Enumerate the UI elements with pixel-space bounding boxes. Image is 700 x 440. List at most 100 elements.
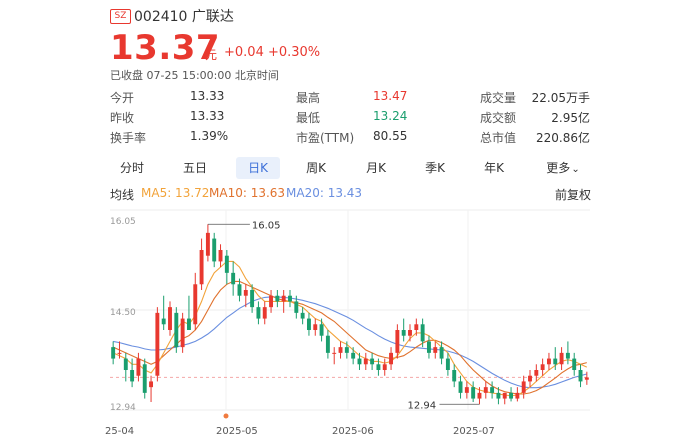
candle-body — [237, 284, 242, 296]
candle-body — [136, 358, 141, 376]
candle-body — [490, 387, 495, 393]
candle-body — [357, 358, 362, 365]
chart-grid — [110, 209, 590, 411]
tab-weekly-k[interactable]: 周K — [306, 161, 326, 175]
turnover-rate-label: 换手率 — [110, 131, 147, 145]
pe-value: 80.55 — [373, 129, 408, 143]
candle-body — [528, 375, 532, 382]
candle-body — [420, 324, 425, 342]
market-status: 已收盘 07-25 15:00:00 北京时间 — [110, 69, 279, 82]
candle-body — [269, 295, 274, 308]
ma5-value: MA5: 13.72 — [141, 186, 210, 200]
candle-body — [389, 352, 394, 365]
volume-label: 成交量 — [480, 91, 517, 105]
candle-body — [584, 377, 589, 380]
candle-body — [553, 358, 558, 365]
candle-body — [111, 347, 116, 359]
candle-body — [540, 364, 545, 370]
candle-body — [149, 381, 154, 388]
candle-body — [382, 364, 387, 370]
tab-quarterly-k[interactable]: 季K — [425, 161, 445, 175]
candle-body — [281, 295, 286, 302]
candle-body — [338, 347, 343, 353]
candle-body — [262, 307, 267, 319]
prev-close-label: 昨收 — [110, 111, 135, 125]
turnover-rate-value: 1.39% — [190, 129, 229, 143]
candle-body — [534, 370, 539, 376]
candle-body — [212, 238, 217, 262]
candle-body — [294, 301, 299, 313]
open-value: 13.33 — [190, 89, 225, 103]
ma5-line — [112, 260, 588, 397]
candle-body — [515, 392, 520, 399]
y-label-high: 16.05 — [110, 217, 136, 227]
ma-label: 均线 — [110, 188, 135, 202]
x-label-jun: 2025-06 — [332, 426, 374, 437]
candle-body — [408, 330, 412, 336]
candle-body — [224, 255, 229, 273]
tab-more-label: 更多 — [546, 161, 571, 175]
candle-body — [332, 352, 337, 354]
pe-label: 市盈(TTM) — [296, 131, 355, 145]
candle-body — [452, 370, 457, 382]
candle-body — [193, 284, 198, 325]
annotations: 16.05 12.94 — [207, 220, 480, 411]
min-annotation-label: 12.94 — [407, 400, 436, 411]
candle-body — [123, 358, 128, 370]
candle-body — [288, 295, 292, 302]
candle-body — [117, 352, 122, 354]
low-value: 13.24 — [373, 109, 408, 123]
candle-body — [502, 392, 507, 399]
x-label-may: 2025-05 — [216, 426, 258, 437]
candle-body — [445, 358, 450, 370]
candle-body — [509, 392, 514, 399]
tab-monthly-k[interactable]: 月K — [366, 161, 386, 175]
candle-body — [395, 330, 400, 353]
candle-body — [376, 364, 381, 370]
current-price: 13.37 — [110, 28, 221, 68]
candle-body — [243, 290, 248, 296]
candle-body — [199, 250, 204, 285]
candle-body — [325, 335, 330, 353]
prev-close-value: 13.33 — [190, 109, 225, 123]
x-label-jul: 2025-07 — [453, 426, 495, 437]
candles — [111, 224, 589, 405]
adjust-mode-button[interactable]: 前复权 — [555, 188, 592, 202]
candle-body — [168, 307, 172, 330]
candle-body — [433, 347, 438, 353]
candle-body — [458, 381, 463, 393]
open-label: 今开 — [110, 91, 135, 105]
high-label: 最高 — [296, 91, 321, 105]
ma10-value: MA10: 13.63 — [209, 186, 286, 200]
candle-body — [477, 392, 482, 399]
chevron-down-icon: ⌄ — [571, 164, 580, 175]
candle-body — [363, 358, 368, 365]
candle-body — [546, 358, 551, 365]
candle-body — [130, 370, 135, 382]
candle-body — [186, 318, 191, 330]
candle-body — [218, 250, 223, 262]
candle-body — [231, 272, 236, 285]
tab-five-day[interactable]: 五日 — [182, 161, 207, 175]
candle-body — [313, 324, 318, 330]
candle-body — [155, 312, 160, 376]
tab-intraday[interactable]: 分时 — [119, 161, 144, 175]
candle-body — [578, 370, 583, 382]
candle-body — [559, 352, 564, 365]
event-marker-dot — [223, 413, 229, 419]
tab-daily-k[interactable]: 日K — [236, 157, 280, 179]
candle-body — [275, 295, 280, 302]
candle-body — [256, 307, 261, 319]
tab-yearly-k[interactable]: 年K — [484, 161, 504, 175]
candle-body — [496, 392, 501, 399]
high-value: 13.47 — [373, 89, 408, 103]
price-change: +0.04 +0.30% — [224, 45, 321, 60]
price-unit: 元 — [205, 48, 218, 62]
candle-body — [300, 312, 305, 319]
stock-code-name: 002410 广联达 — [134, 9, 234, 25]
market-cap-value: 220.86亿 — [536, 131, 590, 145]
tab-more[interactable]: 更多⌄ — [537, 161, 589, 183]
y-label-mid: 14.50 — [110, 308, 136, 318]
turnover-label: 成交额 — [480, 111, 517, 125]
